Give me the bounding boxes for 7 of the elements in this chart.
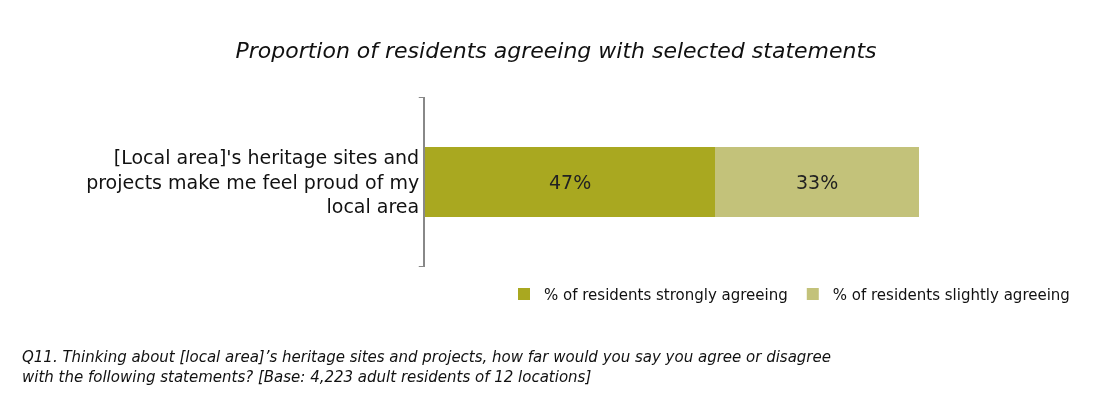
y-tick-label: [Local area]'s heritage sites and projects make me feel proud of my local area [86, 145, 420, 218]
data-label: 33% [795, 171, 839, 193]
legend-label: % of residents slightly agreeing [832, 285, 1070, 304]
chart-title: Proportion of residents agreeing with selected statements [235, 37, 877, 63]
legend-label: % of residents strongly agreeing [544, 285, 788, 304]
text: Q11. Thinking about [local area]’s heritage sites and projects, how far would you say you agree or disagree with the following statements? [Base: 4,223 adult residents of 12 locations] [22, 348, 831, 386]
data-label: 47% [548, 171, 592, 193]
